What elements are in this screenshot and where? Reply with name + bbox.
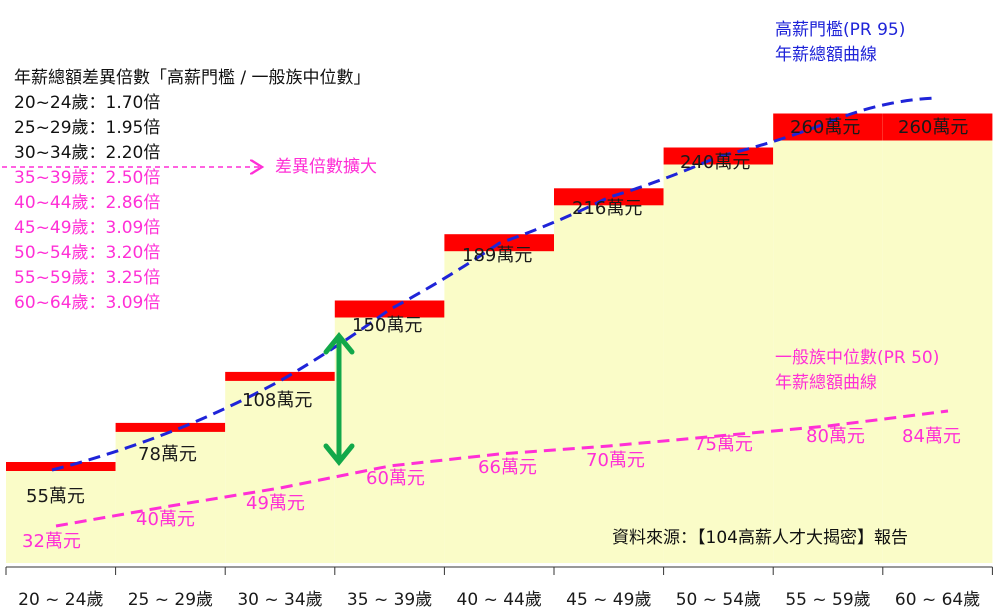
high-value-label-6: 216萬元 (572, 198, 642, 219)
ratio-row-1: 20~24歲：1.70倍 (14, 93, 160, 113)
ratio-row-7: 50~54歲：3.20倍 (14, 243, 160, 263)
high-threshold-bar-9 (882, 113, 993, 141)
x-tick-label-7: 50 ~ 54歲 (676, 590, 761, 610)
ratio-box: 年薪總額差異倍數「高薪門檻 / 一般族中位數」 20~24歲：1.70倍 25~29… (2, 68, 371, 313)
high-threshold-bar-6 (554, 188, 664, 206)
high-value-label-7: 240萬元 (680, 152, 750, 173)
gap-arrow-head-down (323, 443, 355, 466)
x-tick-label-9: 60 ~ 64歲 (895, 590, 980, 610)
difference-arrow (323, 332, 355, 466)
median-value-label-9: 84萬元 (902, 426, 961, 447)
median-legend-line-1: 一般族中位數(PR 50) (775, 348, 939, 368)
x-tick-label-5: 40 ~ 44歲 (457, 590, 542, 610)
x-tick-label-8: 55 ~ 59歲 (785, 590, 870, 610)
median-value-label-6: 70萬元 (586, 450, 645, 471)
high-threshold-curve (51, 96, 937, 472)
x-tick-label-4: 35 ~ 39歲 (347, 590, 432, 610)
median-value-label-5: 66萬元 (478, 457, 537, 478)
value-labels: 55萬元 78萬元 108萬元 150萬元 189萬元 216萬元 240萬元 260萬元 26… (22, 117, 968, 552)
high-threshold-bar-2 (115, 422, 226, 432)
median-value-label-7: 75萬元 (694, 434, 753, 455)
median-value-label-1: 32萬元 (22, 531, 81, 552)
x-tick-label-2: 25 ~ 29歲 (128, 590, 213, 610)
source-note: 資料來源：【104高薪人才大揭密】報告 (612, 528, 908, 548)
ratio-row-8: 55~59歲：3.25倍 (14, 268, 160, 288)
high-threshold-bar-8 (773, 113, 883, 141)
high-value-label-9: 260萬元 (898, 117, 968, 138)
x-tick-label-6: 45 ~ 49歲 (566, 590, 651, 610)
ratio-row-5: 40~44歲：2.86倍 (14, 193, 160, 213)
area-step-8 (773, 116, 883, 563)
ratio-row-4: 35~39歲：2.50倍 (14, 168, 160, 188)
high-value-label-1: 55萬元 (26, 486, 85, 507)
ratio-row-3: 30~34歲：2.20倍 (14, 143, 160, 163)
median-value-label-8: 80萬元 (806, 426, 865, 447)
high-value-label-5: 189萬元 (462, 245, 532, 266)
median-legend-line-2: 年薪總額曲線 (775, 373, 877, 393)
high-threshold-bar-3 (225, 371, 335, 381)
ratio-row-9: 60~64歲：3.09倍 (14, 293, 160, 313)
gap-arrow-head-up (323, 332, 355, 355)
area-step-2 (115, 425, 226, 563)
median-value-label-4: 60萬元 (366, 468, 425, 489)
area-step-3 (225, 374, 335, 563)
high-value-label-4: 150萬元 (352, 315, 422, 336)
high-value-label-8: 260萬元 (790, 117, 860, 138)
median-value-label-3: 49萬元 (246, 493, 305, 514)
ratio-title: 年薪總額差異倍數「高薪門檻 / 一般族中位數」 (14, 68, 371, 88)
area-step-5 (444, 237, 554, 563)
high-legend-line-1: 高薪門檻(PR 95) (775, 20, 905, 40)
high-value-label-2: 78萬元 (138, 444, 197, 465)
ratio-row-6: 45~49歲：3.09倍 (14, 218, 160, 238)
x-tick-label-3: 30 ~ 34歲 (237, 590, 322, 610)
plot-area (6, 113, 993, 564)
ratio-annotation: 差異倍數擴大 (275, 157, 377, 177)
curves (51, 96, 949, 528)
high-threshold-bar-4 (334, 300, 445, 318)
ratio-row-2: 25~29歲：1.95倍 (14, 118, 160, 138)
median-curve (55, 409, 949, 528)
x-tick-label-1: 20 ~ 24歲 (18, 590, 103, 610)
x-axis: 20 ~ 24歲 25 ~ 29歲 30 ~ 34歲 35 ~ 39歲 40 ~ 44歲… (5, 566, 993, 610)
median-value-label-2: 40萬元 (136, 509, 195, 530)
area-step-9 (882, 116, 993, 563)
area-step-1 (6, 465, 116, 563)
high-value-label-3: 108萬元 (242, 390, 312, 411)
high-legend-line-2: 年薪總額曲線 (775, 45, 877, 65)
area-step-6 (554, 191, 664, 564)
high-threshold-bar-7 (663, 147, 774, 165)
area-step-7 (663, 150, 774, 563)
area-step-4 (334, 303, 445, 563)
